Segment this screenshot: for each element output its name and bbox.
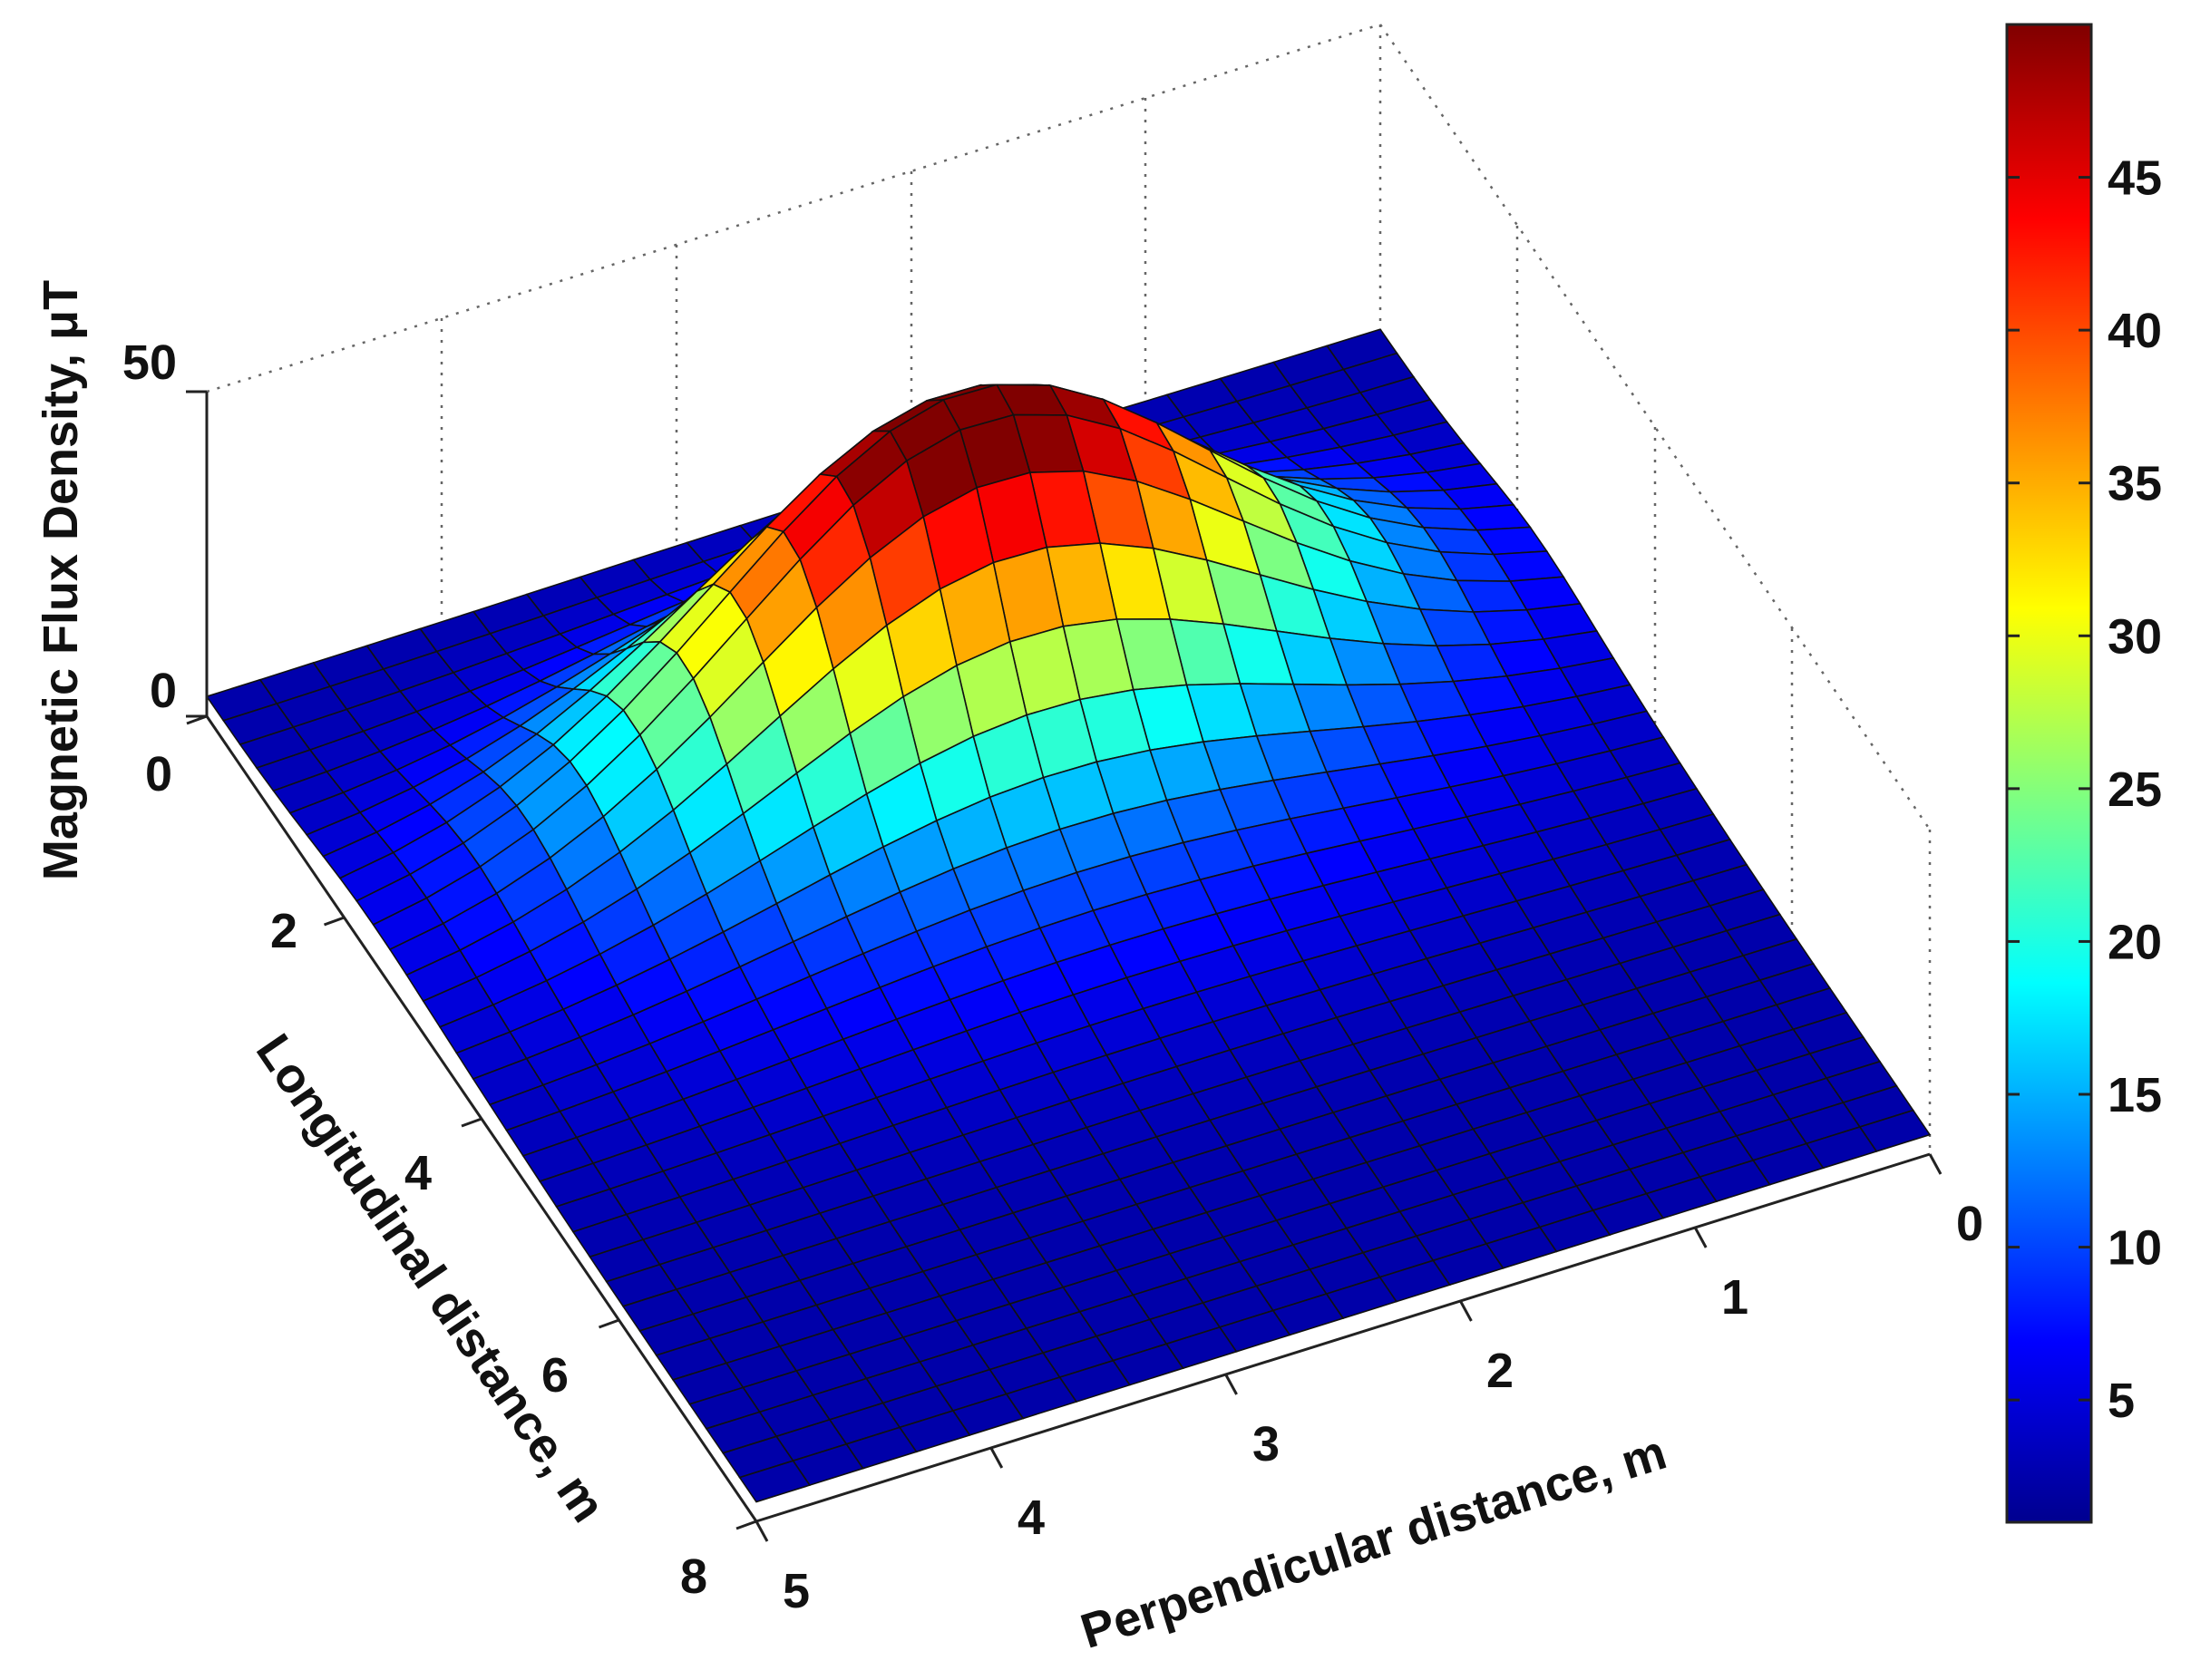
colorbar-ticks: 5 10 15 20 25 30 35 40 45 <box>2007 151 2162 1428</box>
perpendicular-tick-label: 3 <box>1252 1417 1280 1471</box>
z-tick-label: 0 <box>150 664 177 718</box>
longitudinal-tick-label: 2 <box>270 904 297 958</box>
axis-tick <box>323 916 346 927</box>
box-grid <box>205 23 1932 1154</box>
perpendicular-tick-label: 4 <box>1018 1491 1045 1545</box>
surface-patch <box>738 1460 812 1503</box>
colorbar-tick-label: 5 <box>2108 1374 2135 1428</box>
perpendicular-tick-label: 5 <box>783 1564 810 1618</box>
colorbar-tick-label: 25 <box>2108 762 2162 817</box>
colorbar-tick-label: 40 <box>2108 304 2162 358</box>
perpendicular-axis-title: Perpendicular distance, m <box>1075 1425 1672 1659</box>
axis-tick <box>461 1117 482 1128</box>
colorbar-tick-label: 30 <box>2108 609 2162 664</box>
longitudinal-tick-label: 6 <box>541 1348 569 1403</box>
perpendicular-tick-label: 0 <box>1956 1197 1983 1251</box>
colorbar-gradient <box>2005 23 2093 1524</box>
longitudinal-tick-label: 0 <box>145 747 172 801</box>
colorbar-tick-label: 15 <box>2108 1068 2162 1122</box>
axis-tick <box>989 1447 1004 1469</box>
axis-tick <box>1928 1153 1943 1175</box>
surface-mesh <box>205 328 1932 1503</box>
axis-tick <box>755 1520 769 1542</box>
longitudinal-tick-label: 4 <box>404 1146 432 1200</box>
axis-tick <box>1459 1300 1473 1322</box>
z-tick-label: 50 <box>122 335 177 390</box>
tick-marks <box>186 714 1943 1542</box>
grid-line <box>206 23 1381 393</box>
axis-tick <box>598 1318 620 1329</box>
axis-tick <box>186 714 208 725</box>
colorbar-tick-label: 35 <box>2108 457 2162 511</box>
colorbar-tick-label: 45 <box>2108 151 2162 206</box>
colorbar-tick-label: 10 <box>2108 1221 2162 1276</box>
colorbar-tick-label: 20 <box>2108 915 2162 969</box>
colorbar: 5 10 15 20 25 30 35 40 45 <box>2005 23 2162 1524</box>
z-axis-title: Magnetic Flux Density, μT <box>34 280 88 880</box>
longitudinal-tick-label: 8 <box>680 1549 707 1604</box>
axis-tick <box>735 1520 757 1530</box>
perpendicular-tick-label: 2 <box>1486 1344 1514 1398</box>
perpendicular-axis-line <box>755 1152 1931 1523</box>
axis-tick <box>1224 1374 1238 1395</box>
perpendicular-tick-label: 1 <box>1721 1270 1748 1325</box>
axis-tick <box>1693 1227 1708 1248</box>
